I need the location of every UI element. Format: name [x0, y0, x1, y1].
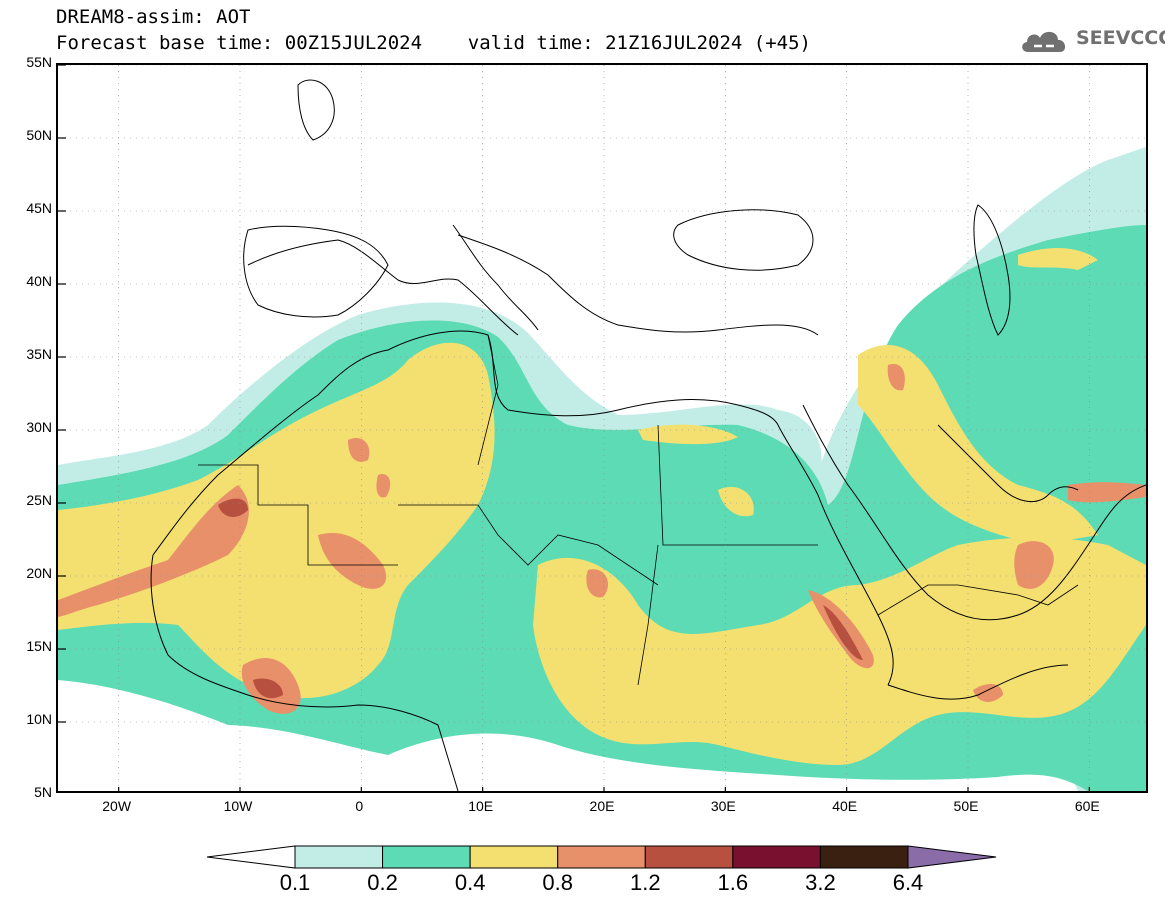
- lat-label: 35N: [26, 346, 52, 362]
- lat-label: 50N: [26, 127, 52, 143]
- lat-label: 25N: [26, 492, 52, 508]
- lat-label: 15N: [26, 638, 52, 654]
- country-borders: [198, 334, 1079, 686]
- lon-label: 60E: [1074, 798, 1100, 814]
- colorbar-tick: 0.1: [279, 870, 311, 895]
- colorbar-segment: [294, 845, 384, 869]
- colorbar-segment: [382, 845, 471, 869]
- aot-band-0.8: [58, 364, 1146, 714]
- lon-label: 10W: [223, 798, 253, 814]
- lat-label: 40N: [26, 273, 52, 289]
- colorbar-segment: [469, 845, 559, 869]
- lat-label: 5N: [34, 784, 52, 800]
- map-title: DREAM8-assim: AOT: [56, 6, 251, 28]
- lon-label: 20W: [102, 798, 132, 814]
- lat-label: 55N: [26, 54, 52, 70]
- aot-map[interactable]: [58, 65, 1146, 791]
- colorbar-segment: [644, 845, 734, 869]
- colorbar-tick: 1.6: [717, 870, 749, 895]
- cloud-icon: [1022, 31, 1066, 52]
- lat-label: 45N: [26, 200, 52, 216]
- graticule: [58, 65, 1146, 791]
- lon-label: 0: [355, 798, 364, 814]
- lon-label: 50E: [953, 798, 979, 814]
- lat-label: 20N: [26, 565, 52, 581]
- map-panel[interactable]: [56, 63, 1148, 793]
- colorbar-tick: 0.4: [454, 870, 486, 895]
- colorbar-segment: [732, 845, 821, 869]
- colorbar-under-arrow: [206, 845, 296, 869]
- forecast-time: Forecast base time: 00Z15JUL2024 valid t…: [56, 32, 811, 54]
- aot-band-0.4: [58, 248, 1146, 765]
- lon-label: 40E: [832, 798, 858, 814]
- colorbar-tick: 6.4: [892, 870, 924, 895]
- seevccc-logo: SEEVCCC: [1018, 24, 1165, 58]
- axis-ticks: [58, 65, 1090, 791]
- colorbar-tick: 1.2: [629, 870, 661, 895]
- colorbar-segment: [819, 845, 909, 869]
- colorbar-over-arrow: [907, 845, 997, 869]
- lon-label: 10E: [468, 798, 494, 814]
- lat-label: 30N: [26, 419, 52, 435]
- lon-label: 20E: [589, 798, 615, 814]
- colorbar-tick: 3.2: [805, 870, 836, 895]
- colorbar-tick: 0.8: [542, 870, 573, 895]
- lat-label: 10N: [26, 711, 52, 727]
- colorbar: [206, 845, 997, 869]
- aot-band-1.2: [218, 498, 863, 699]
- colorbar-tick: 0.2: [367, 870, 398, 895]
- coastlines: [150, 79, 1146, 791]
- colorbar-segment: [557, 845, 646, 869]
- lon-label: 30E: [710, 798, 736, 814]
- logo-text: SEEVCCC: [1076, 27, 1165, 49]
